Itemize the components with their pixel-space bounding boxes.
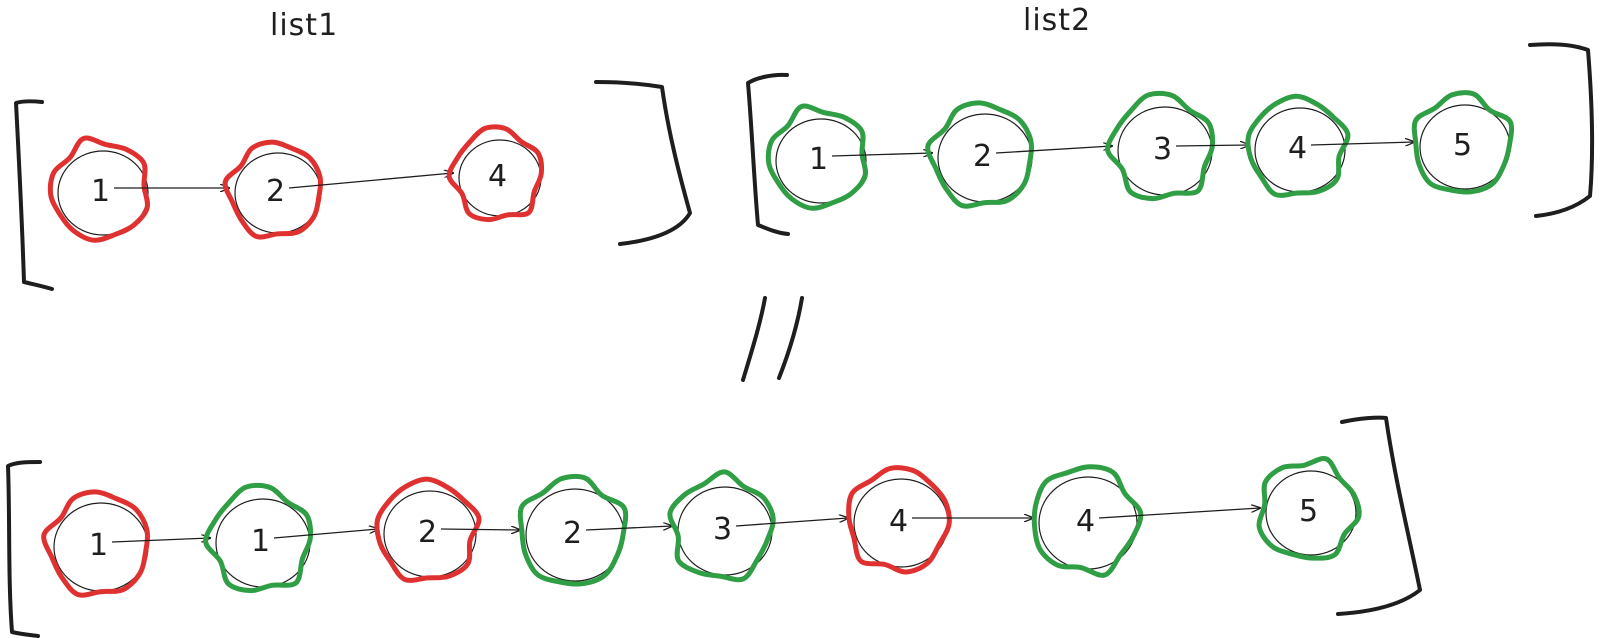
list2-node-value: 3 [1153, 132, 1172, 167]
merged-next-arrow [585, 526, 672, 531]
list2-next-arrow [831, 153, 932, 156]
merged-next-arrow [735, 518, 848, 527]
merged-node-list2-ring [517, 473, 629, 587]
merged-node-value: 4 [889, 504, 908, 539]
list2-node-list2-ring [1245, 93, 1351, 198]
merged-node-value: 2 [418, 515, 437, 550]
list1-node-list1-ring [47, 135, 151, 243]
list2-right-bracket [1528, 42, 1595, 218]
list1-node-list1-ring [222, 139, 324, 240]
merged-node-list1-ring [41, 489, 150, 598]
list1-node-list1-ring [446, 124, 545, 223]
merged-node-value: 3 [713, 512, 732, 547]
list1-right-bracket [594, 80, 692, 246]
list2-row: 1 2 3 4 5 [765, 90, 1515, 211]
merged-next-arrow [1098, 508, 1260, 519]
list2-node-list2-ring [765, 103, 869, 211]
merged-node-list2-ring [667, 469, 776, 583]
merged-row: 1 1 2 2 3 4 4 5 [41, 456, 1362, 598]
list1-node-value: 4 [488, 159, 507, 194]
list1-node-outline [57, 150, 149, 236]
merged-next-arrow [440, 529, 520, 530]
list1-title: list1 [270, 8, 339, 43]
list2-node-value: 4 [1288, 131, 1307, 166]
list2-node-value: 1 [809, 142, 828, 177]
merged-node-list2-ring [1031, 464, 1144, 578]
merged-node-list1-ring [374, 476, 482, 583]
list2-node-list2-ring [1105, 90, 1216, 202]
list2-next-arrow [1175, 145, 1249, 146]
list2-next-arrow [995, 146, 1112, 154]
merged-node-list2-ring [203, 482, 314, 594]
list2-next-arrow [1310, 142, 1414, 145]
list1-node-value: 1 [91, 174, 110, 209]
merged-left-bracket [6, 460, 42, 638]
separator-slash-right [777, 296, 804, 380]
merged-node-value: 5 [1299, 494, 1318, 529]
merged-node-value: 1 [251, 524, 270, 559]
merged-node-value: 2 [563, 516, 582, 551]
list2-node-value: 2 [973, 139, 992, 174]
list2-left-bracket [746, 72, 790, 236]
list1-next-arrow [288, 173, 453, 189]
merged-right-bracket [1336, 415, 1422, 616]
list2-title: list2 [1023, 3, 1092, 38]
merged-next-arrow [273, 529, 378, 539]
list2-node-outline [775, 118, 867, 204]
merged-node-list1-ring [846, 465, 952, 575]
list2-node-list2-ring [1411, 90, 1515, 195]
merged-next-arrow [111, 538, 210, 543]
list2-node-list2-ring [925, 100, 1034, 209]
list1-row: 1 2 4 [47, 124, 545, 243]
list1-node-value: 2 [266, 174, 285, 209]
merged-node-value: 4 [1076, 504, 1095, 539]
merged-node-outline [1265, 470, 1357, 556]
list1-left-bracket [14, 99, 54, 291]
merged-node-list2-ring [1256, 456, 1362, 561]
separator-slash-left [741, 296, 767, 382]
merged-node-value: 1 [89, 528, 108, 563]
list2-node-value: 5 [1453, 128, 1472, 163]
